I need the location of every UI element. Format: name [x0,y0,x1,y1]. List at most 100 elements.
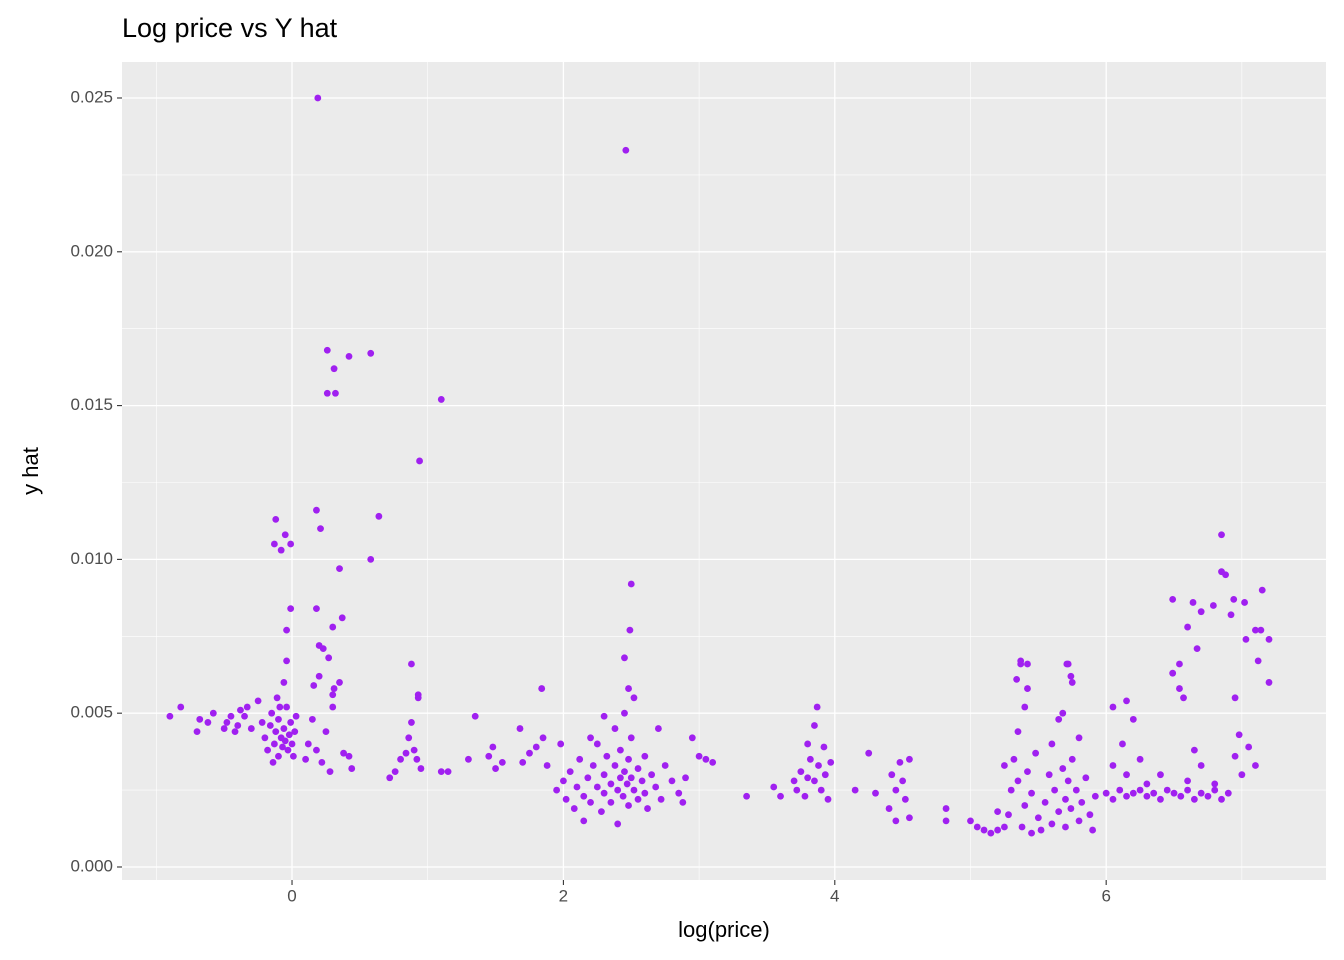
point [1064,660,1072,668]
point [276,703,284,711]
point [386,774,394,782]
point [1227,611,1235,619]
point [1197,608,1205,616]
point [1197,762,1205,769]
point [557,740,565,748]
point [270,740,278,748]
point [1037,826,1045,834]
point [277,546,285,554]
point [1258,586,1266,594]
point [261,734,269,742]
point [1170,789,1178,797]
point [284,746,292,754]
point [1068,679,1076,686]
point [1245,743,1253,751]
point [625,685,632,692]
point [566,768,574,776]
point [1064,777,1072,785]
point [682,774,689,782]
point [709,759,717,766]
point [1024,685,1031,692]
point [272,728,280,736]
point [539,734,547,742]
point [234,722,242,729]
point [340,749,347,757]
point [1184,623,1191,631]
point [227,712,235,720]
point [437,768,445,776]
point [994,808,1002,816]
point [1222,571,1229,579]
point [1190,795,1198,803]
point [489,743,497,751]
y-tick-label: 0.015 [70,395,113,414]
point [1007,786,1015,794]
point [391,768,399,776]
point [266,722,274,729]
point [797,768,805,776]
point [313,746,320,754]
point [607,798,615,806]
point [634,765,642,772]
x-tick-label: 6 [1101,886,1110,905]
point [313,605,320,613]
point [1211,786,1219,794]
point [322,728,330,736]
point [1218,531,1225,539]
point [1102,789,1110,797]
point [638,777,646,785]
point [177,703,185,711]
point [1241,599,1248,606]
point [1242,635,1250,643]
point [623,780,631,788]
point [1204,792,1212,800]
point [1129,715,1137,723]
point [279,743,286,751]
point [1252,626,1259,634]
point [580,792,588,800]
point [292,712,300,720]
point [318,759,326,766]
point [314,94,322,102]
point [408,719,415,726]
point [437,396,445,403]
point [811,722,818,729]
point [1028,789,1035,797]
point [560,777,567,785]
point [247,725,255,732]
point [811,777,818,785]
point [562,795,570,803]
point [584,774,592,782]
point [598,808,605,816]
point [397,755,404,763]
point [1169,595,1177,603]
point [417,765,425,772]
point [1176,660,1183,668]
point [1001,762,1008,769]
point [576,755,584,763]
point [280,679,288,686]
point [345,752,353,760]
point [375,512,383,520]
point [283,703,290,711]
point [790,777,798,785]
point [570,805,578,812]
point [1055,715,1063,723]
point [336,565,343,573]
point [1257,626,1265,634]
point [942,817,950,825]
point [973,823,981,831]
point [804,774,812,782]
y-tick-label: 0.010 [70,549,113,568]
point [994,826,1002,834]
points [166,94,1273,837]
point [668,777,676,785]
point [1230,595,1238,603]
point [543,762,551,769]
point [166,712,174,720]
point [641,789,649,797]
point [593,740,601,748]
point [1021,703,1029,711]
point [793,786,801,794]
